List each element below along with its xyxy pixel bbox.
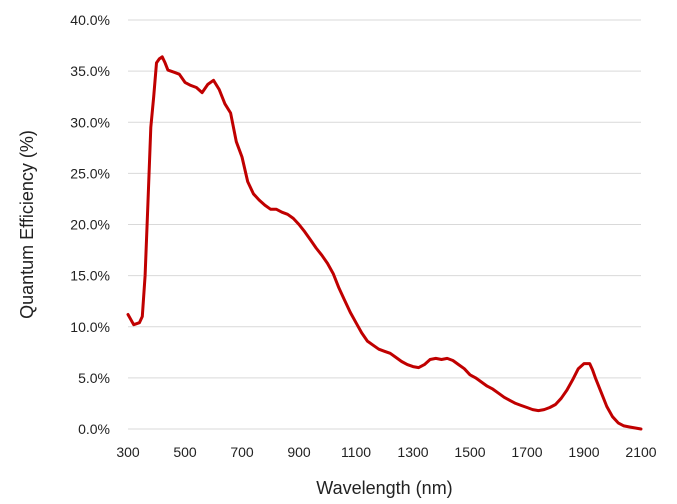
- x-tick-label: 700: [230, 444, 254, 460]
- grid-lines: [128, 19, 641, 430]
- y-tick-label: 30.0%: [70, 114, 110, 130]
- y-axis-title: Quantum Efficiency (%): [17, 130, 37, 319]
- y-tick-labels: 0.0% 5.0% 10.0% 15.0% 20.0% 25.0% 30.0% 35.0% 40…: [70, 12, 110, 437]
- x-tick-label: 2100: [625, 444, 656, 460]
- x-tick-label: 1700: [511, 444, 542, 460]
- y-tick-label: 5.0%: [78, 370, 110, 386]
- y-tick-label: 35.0%: [70, 63, 110, 79]
- x-tick-labels: 300 500 700 900 1100 1300 1500 1700 1900 2100: [116, 444, 656, 460]
- quantum-efficiency-line: [126, 55, 643, 431]
- y-tick-label: 20.0%: [70, 217, 110, 233]
- y-tick-label: 40.0%: [70, 12, 110, 28]
- y-tick-label: 0.0%: [78, 421, 110, 437]
- x-tick-label: 1900: [568, 444, 599, 460]
- y-tick-label: 10.0%: [70, 319, 110, 335]
- x-tick-label: 1100: [341, 444, 371, 460]
- x-tick-label: 1500: [454, 444, 485, 460]
- x-tick-label: 300: [116, 444, 140, 460]
- x-tick-label: 500: [173, 444, 197, 460]
- x-tick-label: 1300: [397, 444, 428, 460]
- y-tick-label: 15.0%: [70, 268, 110, 284]
- x-tick-label: 900: [287, 444, 311, 460]
- y-tick-label: 25.0%: [70, 165, 110, 181]
- x-axis-title: Wavelength (nm): [316, 478, 452, 498]
